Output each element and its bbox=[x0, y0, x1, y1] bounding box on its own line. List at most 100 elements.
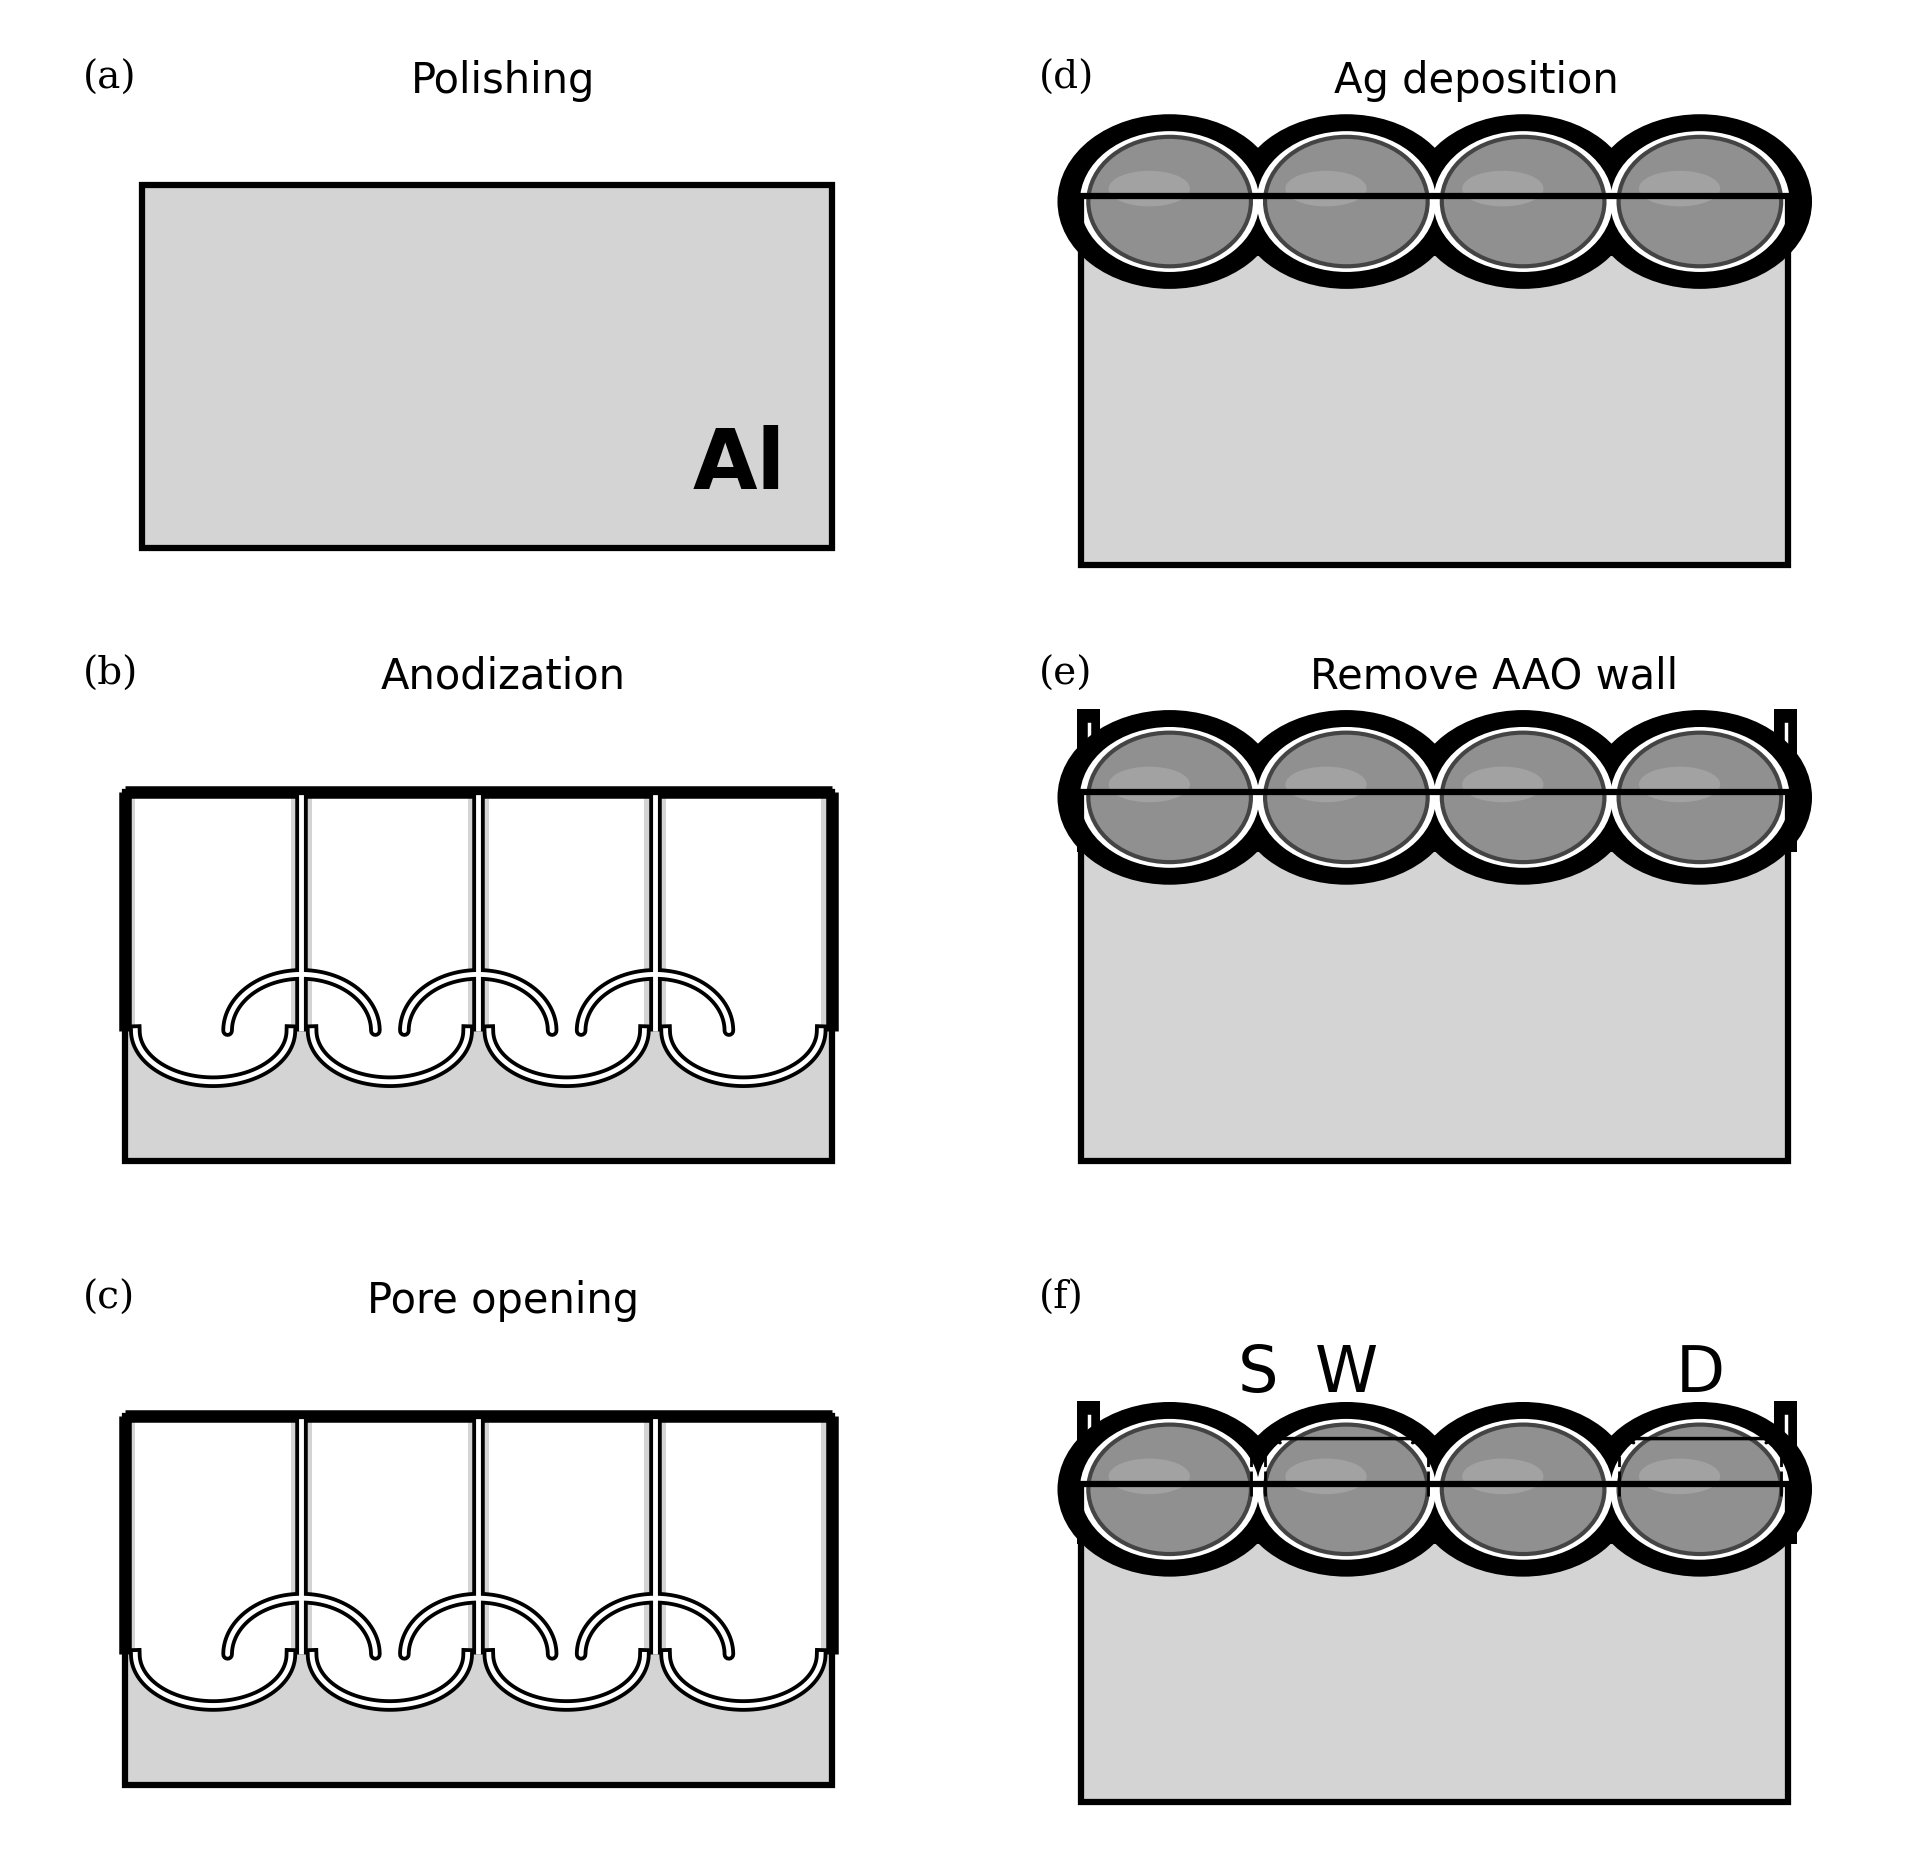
Bar bbox=[1077, 1402, 1100, 1544]
Ellipse shape bbox=[1433, 726, 1613, 868]
Bar bbox=[1773, 1402, 1796, 1544]
Bar bbox=[124, 791, 832, 1162]
Ellipse shape bbox=[312, 1603, 467, 1706]
Ellipse shape bbox=[1079, 1419, 1259, 1560]
Ellipse shape bbox=[1442, 1424, 1605, 1555]
Bar bbox=[1081, 838, 1789, 851]
Ellipse shape bbox=[1416, 119, 1630, 283]
Ellipse shape bbox=[1433, 130, 1613, 272]
Text: D: D bbox=[1676, 1343, 1724, 1404]
Text: (e): (e) bbox=[1039, 655, 1092, 693]
Text: W: W bbox=[1314, 1343, 1377, 1404]
Ellipse shape bbox=[1286, 171, 1366, 207]
Ellipse shape bbox=[1639, 1458, 1720, 1493]
Ellipse shape bbox=[1639, 767, 1720, 803]
Ellipse shape bbox=[1462, 767, 1544, 803]
Text: (a): (a) bbox=[82, 60, 136, 97]
Text: Al: Al bbox=[693, 425, 786, 506]
Ellipse shape bbox=[1618, 732, 1781, 862]
Ellipse shape bbox=[1240, 1408, 1454, 1572]
Ellipse shape bbox=[1110, 171, 1190, 207]
Ellipse shape bbox=[1618, 136, 1781, 266]
Bar bbox=[1249, 171, 1266, 242]
Ellipse shape bbox=[1257, 726, 1437, 868]
Bar bbox=[136, 1415, 291, 1653]
Bar bbox=[124, 791, 832, 1162]
Bar bbox=[312, 1415, 467, 1653]
Ellipse shape bbox=[1594, 1408, 1806, 1572]
Text: (d): (d) bbox=[1039, 60, 1094, 97]
Text: Polishing: Polishing bbox=[411, 60, 595, 102]
Ellipse shape bbox=[1110, 1458, 1190, 1493]
Ellipse shape bbox=[136, 1603, 291, 1706]
Ellipse shape bbox=[1442, 732, 1605, 862]
Ellipse shape bbox=[1639, 171, 1720, 207]
Text: Remove AAO wall: Remove AAO wall bbox=[1310, 655, 1678, 698]
Bar bbox=[1603, 171, 1620, 242]
Ellipse shape bbox=[1611, 726, 1791, 868]
Ellipse shape bbox=[1257, 1419, 1437, 1560]
Text: Pore opening: Pore opening bbox=[367, 1279, 639, 1322]
Ellipse shape bbox=[1064, 119, 1276, 283]
Bar bbox=[1081, 196, 1789, 566]
Ellipse shape bbox=[1594, 119, 1806, 283]
Ellipse shape bbox=[1286, 767, 1366, 803]
Text: (f): (f) bbox=[1039, 1279, 1085, 1316]
Ellipse shape bbox=[666, 979, 821, 1082]
Bar bbox=[1081, 791, 1789, 1162]
Ellipse shape bbox=[1416, 715, 1630, 879]
Ellipse shape bbox=[1257, 130, 1437, 272]
Bar bbox=[1081, 171, 1092, 242]
Ellipse shape bbox=[1088, 732, 1251, 862]
Ellipse shape bbox=[1611, 130, 1791, 272]
Ellipse shape bbox=[1264, 732, 1427, 862]
Bar bbox=[1081, 1529, 1789, 1544]
Ellipse shape bbox=[1064, 715, 1276, 879]
Bar bbox=[1773, 709, 1796, 851]
Ellipse shape bbox=[312, 979, 467, 1082]
Ellipse shape bbox=[1462, 171, 1544, 207]
Ellipse shape bbox=[1618, 1424, 1781, 1555]
Bar bbox=[312, 791, 467, 1032]
Bar bbox=[1081, 1484, 1789, 1802]
Ellipse shape bbox=[1110, 767, 1190, 803]
Ellipse shape bbox=[490, 979, 645, 1082]
Ellipse shape bbox=[1433, 1419, 1613, 1560]
Bar bbox=[490, 1415, 645, 1653]
Bar bbox=[490, 791, 645, 1032]
Ellipse shape bbox=[1079, 130, 1259, 272]
Bar bbox=[1081, 196, 1789, 566]
Bar bbox=[136, 791, 291, 1032]
Bar bbox=[142, 184, 832, 547]
Ellipse shape bbox=[1088, 136, 1251, 266]
Ellipse shape bbox=[1064, 1408, 1276, 1572]
Bar bbox=[124, 1415, 832, 1786]
Text: Ag deposition: Ag deposition bbox=[1335, 60, 1618, 102]
Ellipse shape bbox=[490, 1603, 645, 1706]
Ellipse shape bbox=[1240, 119, 1454, 283]
Bar bbox=[1081, 791, 1789, 1162]
Bar bbox=[666, 791, 821, 1032]
Ellipse shape bbox=[1286, 1458, 1366, 1493]
Bar bbox=[124, 1415, 832, 1786]
Text: (b): (b) bbox=[82, 655, 138, 693]
Bar bbox=[1077, 709, 1100, 851]
Ellipse shape bbox=[1088, 1424, 1251, 1555]
Bar bbox=[1425, 171, 1444, 242]
Bar bbox=[1081, 242, 1789, 255]
Ellipse shape bbox=[1462, 1458, 1544, 1493]
Ellipse shape bbox=[1611, 1419, 1791, 1560]
Bar bbox=[1081, 1484, 1789, 1802]
Bar bbox=[666, 1415, 821, 1653]
Ellipse shape bbox=[1594, 715, 1806, 879]
Ellipse shape bbox=[1079, 726, 1259, 868]
Text: S: S bbox=[1238, 1343, 1278, 1404]
Ellipse shape bbox=[1264, 1424, 1427, 1555]
Text: (c): (c) bbox=[82, 1279, 136, 1316]
Bar bbox=[1777, 171, 1789, 242]
Ellipse shape bbox=[1240, 715, 1454, 879]
Ellipse shape bbox=[1442, 136, 1605, 266]
Ellipse shape bbox=[666, 1603, 821, 1706]
Text: Anodization: Anodization bbox=[381, 655, 626, 698]
Ellipse shape bbox=[1416, 1408, 1630, 1572]
